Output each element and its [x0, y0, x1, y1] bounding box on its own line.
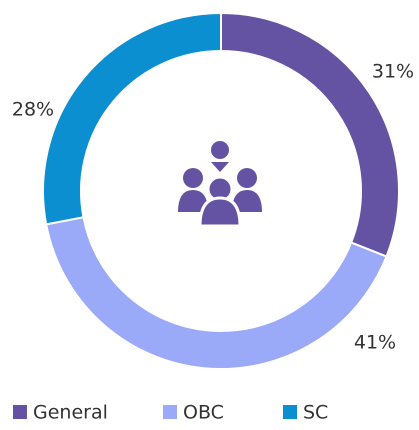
legend-swatch	[283, 405, 297, 419]
donut-segment	[42, 11, 222, 226]
donut-segment	[44, 216, 388, 370]
legend-label: OBC	[183, 402, 224, 424]
data-label: 31%	[372, 61, 414, 83]
data-label: 28%	[12, 99, 54, 121]
donut-segment	[220, 11, 400, 258]
data-label: 41%	[354, 332, 396, 354]
legend-swatch	[163, 405, 177, 419]
legend-label: General	[33, 402, 108, 424]
legend-label: SC	[303, 402, 328, 424]
legend-swatch	[13, 405, 27, 419]
center-icon	[178, 141, 262, 228]
